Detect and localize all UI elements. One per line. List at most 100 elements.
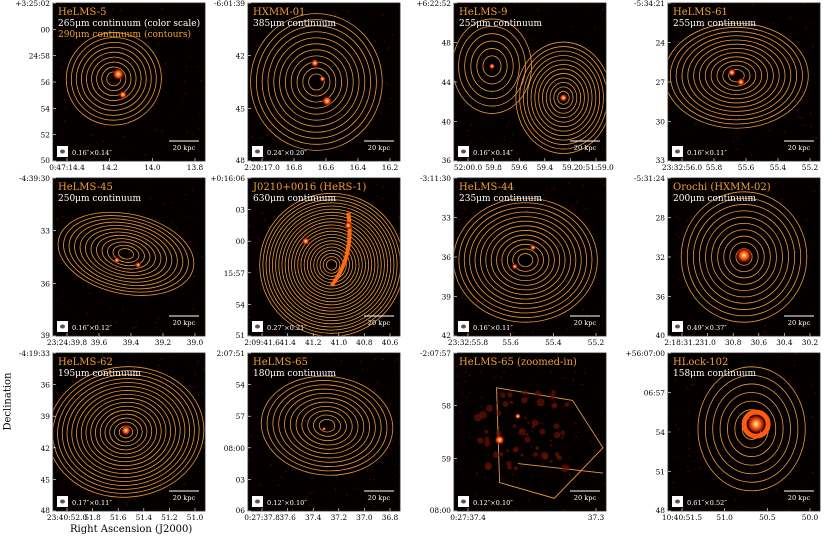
contour bbox=[53, 366, 205, 498]
y-tick-label: 36 bbox=[442, 253, 452, 262]
contour bbox=[463, 206, 588, 314]
target-name: HXMM-01 bbox=[253, 7, 305, 18]
emission-peak bbox=[727, 68, 736, 77]
contour bbox=[719, 392, 784, 466]
y-tick-label: 08:00 bbox=[430, 506, 452, 515]
y-axis-title: Declination bbox=[2, 372, 14, 431]
x-tick-label: 16.8 bbox=[286, 163, 303, 172]
target-name: HeLMS-5 bbox=[58, 7, 106, 18]
wavelength-label: 385μm continuum bbox=[253, 19, 337, 29]
image-background bbox=[454, 178, 606, 336]
contour bbox=[512, 248, 539, 272]
contour bbox=[313, 246, 350, 284]
contour bbox=[712, 383, 791, 475]
emission-peak bbox=[301, 237, 310, 246]
y-tick-label: 45 bbox=[236, 104, 246, 113]
contour bbox=[65, 32, 162, 126]
x-tick-label: 55.4 bbox=[545, 338, 562, 347]
x-tick-label: 23:24:39.8 bbox=[47, 338, 88, 347]
y-tick-label: 2:07:51 bbox=[217, 349, 246, 358]
x-tick-label: 40.6 bbox=[382, 338, 399, 347]
y-tick-label: 33 bbox=[442, 214, 452, 223]
scale-label: 20 kpc bbox=[788, 319, 811, 327]
y-tick-label: 51 bbox=[656, 468, 665, 477]
contour bbox=[63, 215, 189, 293]
contour bbox=[109, 417, 143, 447]
y-tick-label: 24:58 bbox=[29, 52, 51, 61]
contour bbox=[76, 390, 176, 474]
emission-peak bbox=[118, 90, 127, 99]
image-background bbox=[454, 353, 606, 511]
contour bbox=[101, 66, 127, 92]
y-tick-label: 45 bbox=[41, 475, 51, 484]
contour bbox=[279, 43, 354, 121]
panel-j0210-0016-hers-1-: J0210+0016 (HeRS-1)630μm continuum 0.27″×… bbox=[210, 174, 401, 347]
y-tick-label: 00 bbox=[41, 25, 51, 34]
wavelength-label: 195μm continuum bbox=[58, 369, 142, 379]
contour bbox=[284, 49, 348, 115]
target-name: HeLMS-62 bbox=[58, 357, 113, 368]
scale-label: 20 kpc bbox=[574, 494, 597, 502]
contour bbox=[322, 256, 341, 274]
x-tick-label: 50.5 bbox=[759, 513, 776, 522]
target-name: HeLMS-61 bbox=[673, 7, 728, 18]
contour bbox=[291, 224, 373, 306]
x-axis-title: Right Ascension (J2000) bbox=[70, 524, 193, 535]
y-tick-label: -3:11:30 bbox=[420, 174, 451, 183]
wavelength-label: 158μm continuum bbox=[673, 369, 757, 379]
contour bbox=[480, 220, 571, 300]
emission-peak bbox=[736, 78, 745, 86]
contour bbox=[326, 259, 338, 271]
contour bbox=[310, 243, 354, 287]
contour bbox=[308, 73, 325, 91]
contour bbox=[729, 241, 759, 273]
y-tick-label: 30 bbox=[656, 118, 666, 127]
contour bbox=[681, 35, 792, 116]
emission-peak bbox=[489, 63, 495, 70]
contour bbox=[273, 37, 360, 127]
y-tick-label: 39 bbox=[442, 293, 452, 302]
contour bbox=[523, 50, 604, 145]
contour bbox=[284, 218, 379, 312]
contour bbox=[57, 374, 195, 490]
beam-ellipse bbox=[255, 324, 260, 329]
contour bbox=[517, 253, 534, 268]
y-tick-label: 50 bbox=[41, 156, 51, 165]
contour bbox=[68, 218, 184, 290]
x-tick-label: 41.4 bbox=[279, 338, 296, 347]
beam-ellipse bbox=[255, 499, 260, 504]
y-tick-label: 42 bbox=[41, 444, 50, 453]
contour bbox=[458, 202, 593, 318]
contour bbox=[287, 221, 376, 309]
y-tick-label: 33 bbox=[41, 227, 51, 236]
contour bbox=[90, 401, 162, 463]
y-tick-label: 59 bbox=[442, 454, 452, 463]
x-tick-label: 55.6 bbox=[738, 163, 755, 172]
target-name: Orochi (HXMM-02) bbox=[673, 182, 771, 193]
y-tick-label: 48 bbox=[656, 506, 666, 515]
contour bbox=[318, 418, 336, 433]
emission-peak bbox=[511, 263, 518, 270]
contour bbox=[91, 56, 137, 101]
beam-size: 0.16″×0.11″ bbox=[687, 149, 727, 157]
x-tick-label: 41.0 bbox=[331, 338, 348, 347]
x-tick-label: 50.0 bbox=[802, 513, 819, 522]
beam-size: 0.49″×0.37″ bbox=[687, 324, 727, 332]
contour bbox=[686, 197, 802, 317]
beam-size: 0.24″×0.20″ bbox=[267, 149, 307, 157]
x-tick-label: 37.3 bbox=[588, 513, 605, 522]
beam-ellipse bbox=[60, 324, 65, 329]
contour bbox=[699, 210, 789, 304]
x-tick-label: 55.4 bbox=[770, 163, 787, 172]
target-name: HeLMS-9 bbox=[459, 7, 507, 18]
contour bbox=[722, 64, 751, 87]
emission-peak bbox=[322, 426, 326, 431]
contour bbox=[517, 463, 604, 474]
emission-peak bbox=[322, 95, 333, 106]
contour bbox=[319, 253, 344, 277]
x-tick-label: 10:40:51.5 bbox=[662, 513, 703, 522]
contour bbox=[727, 400, 777, 457]
